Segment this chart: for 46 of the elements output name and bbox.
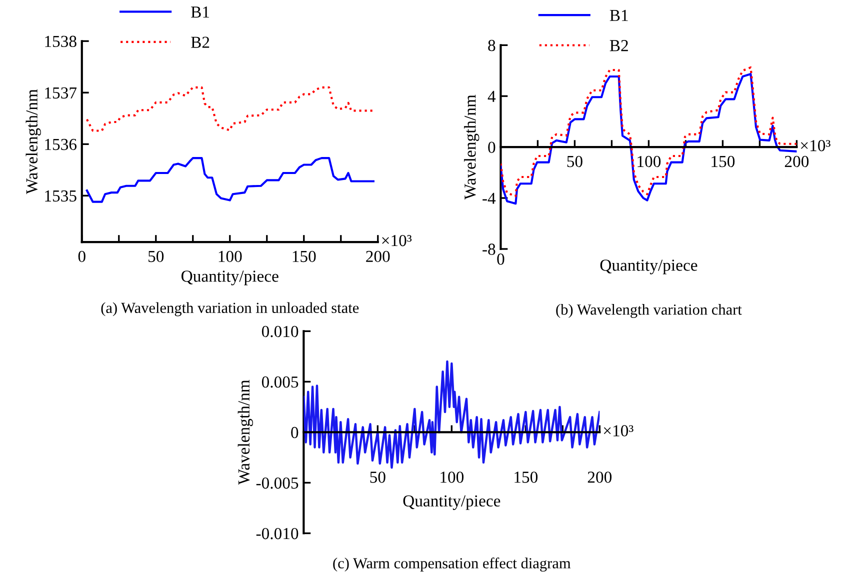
y-tick-label: 0 — [291, 426, 298, 438]
y-tick-label: -0.005 — [256, 477, 298, 489]
x-tick-label: 100 — [638, 156, 661, 168]
y-tick-label: -8 — [482, 244, 496, 255]
text: (a) Wavelength variation in unloaded state — [101, 302, 359, 316]
text: ×10³ — [604, 425, 634, 436]
x-axis-title: Quantity/piece — [600, 260, 698, 274]
legend-label: B2 — [191, 36, 210, 48]
y-tick-label: -4 — [482, 192, 496, 204]
text: ×10³ — [382, 234, 412, 246]
x-tick-label: 50 — [567, 156, 582, 168]
x-tick-label: 150 — [712, 156, 735, 168]
x-axis-title: Quantity/piece — [403, 495, 500, 510]
line-series — [304, 360, 600, 469]
line-series — [86, 86, 374, 132]
x-tick-label: 150 — [292, 250, 316, 262]
x-tick-label: 200 — [784, 156, 809, 168]
y-tick-label: 1535 — [45, 190, 76, 202]
legend-label: B1 — [610, 10, 628, 21]
y-tick-label: 1537 — [45, 87, 77, 99]
x-tick-label: 100 — [440, 472, 464, 483]
x-tick-label: 150 — [514, 472, 538, 483]
x-axis-title: Quantity/piece — [182, 270, 278, 286]
x-tick-label: 50 — [148, 250, 164, 262]
text: (c) Warm compensation effect diagram — [333, 558, 571, 572]
text: (b) Wavelength variation chart — [556, 304, 742, 318]
x-tick-label: 0 — [78, 250, 86, 262]
x-tick-label: 50 — [370, 472, 386, 483]
x-tick-label: 100 — [218, 250, 242, 262]
line-series — [86, 157, 374, 203]
y-tick-label: -0.010 — [256, 528, 298, 540]
legend-label: B2 — [610, 40, 628, 52]
y-tick-label: 0.010 — [262, 326, 298, 338]
y-tick-label: 4 — [488, 90, 496, 102]
y-axis-title: Wavelength/nm — [464, 94, 480, 200]
text: ×10³ — [800, 140, 830, 152]
y-tick-label: 0 — [488, 142, 496, 154]
y-axis-title: Wavelength/nm — [238, 380, 253, 485]
y-tick-label: 0.005 — [262, 376, 298, 388]
x-tick-label: 200 — [366, 250, 390, 262]
legend-label: B1 — [191, 6, 210, 18]
x-tick-label: 200 — [588, 472, 612, 483]
y-tick-label: 1538 — [45, 36, 76, 48]
y-tick-label: 1536 — [45, 138, 77, 150]
y-tick-label: 8 — [488, 40, 496, 52]
y-axis-title: Wavelength/nm — [26, 89, 41, 194]
